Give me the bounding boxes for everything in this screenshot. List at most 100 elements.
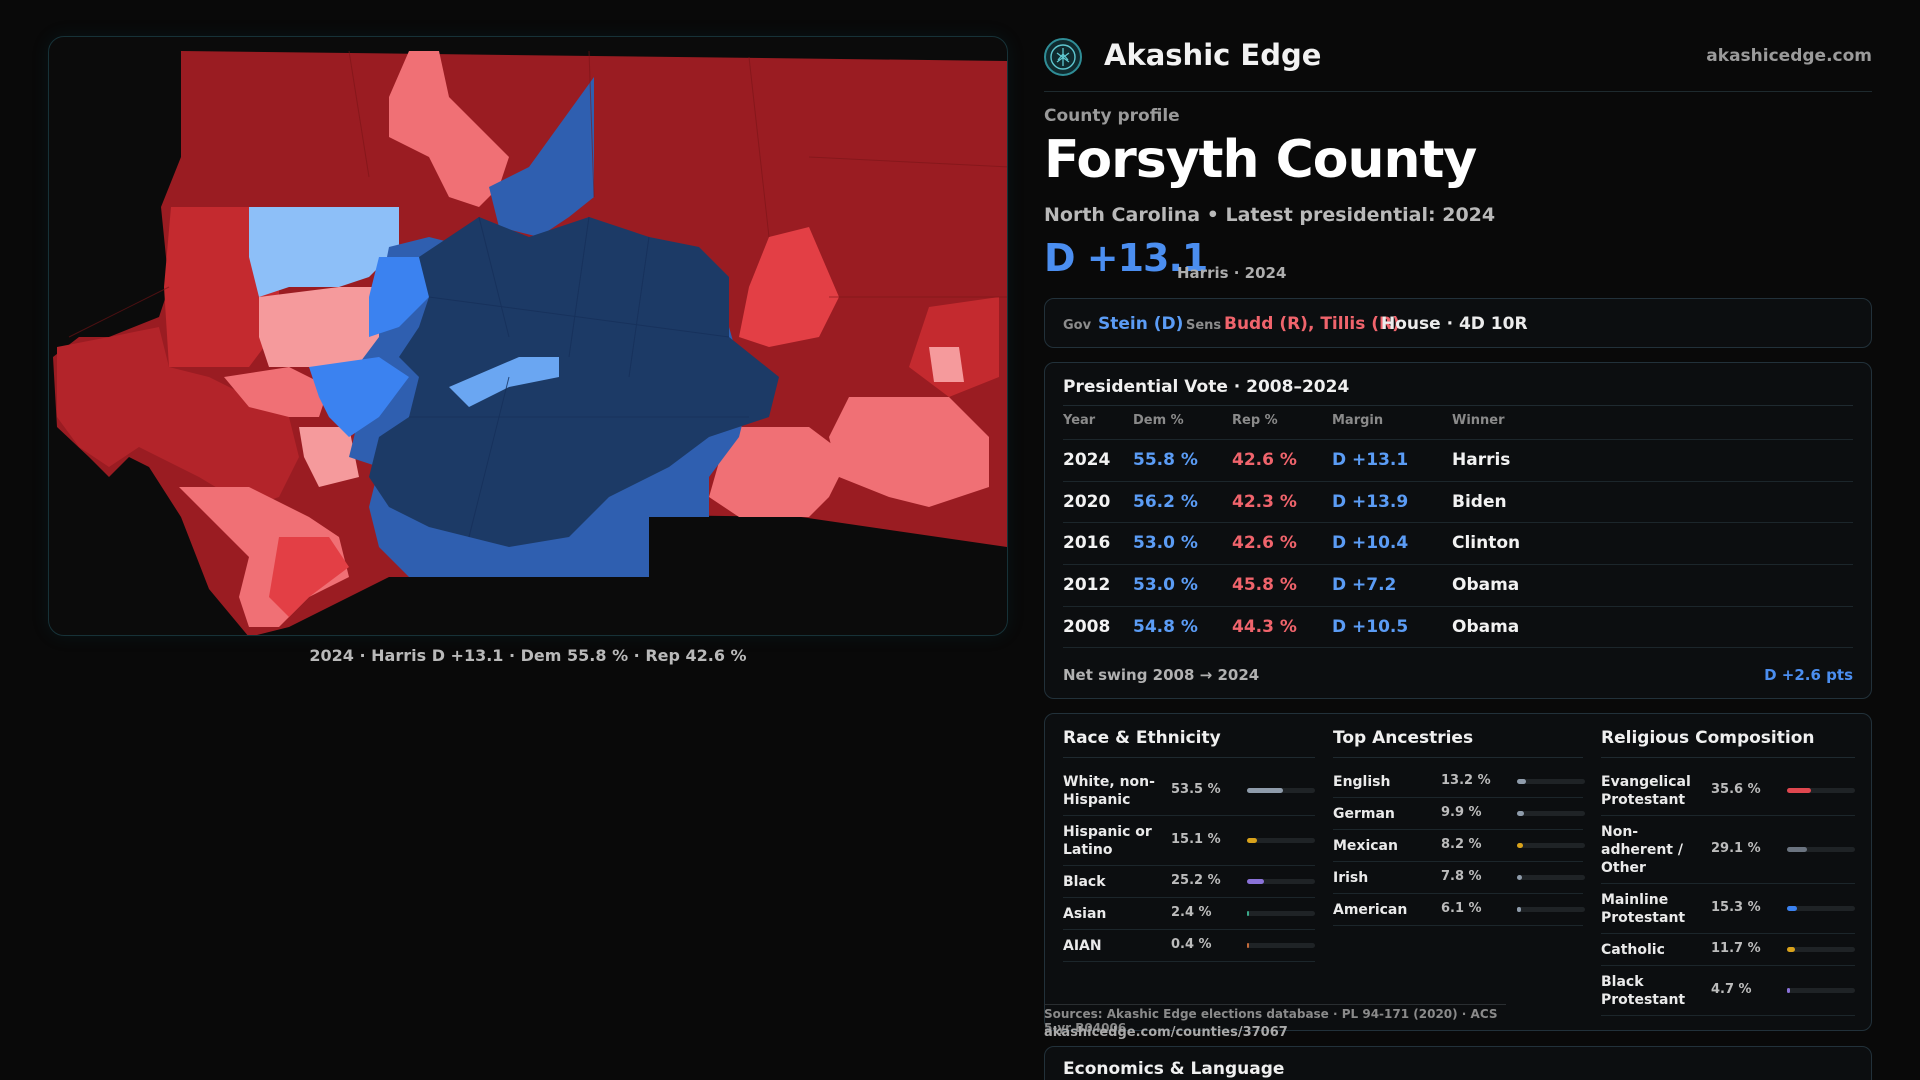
item-percent: 7.8 % xyxy=(1441,869,1482,884)
item-label: American xyxy=(1333,902,1408,918)
item-label: Catholic xyxy=(1601,942,1665,958)
item-percent: 0.4 % xyxy=(1171,937,1212,952)
economics-card: Economics & Language xyxy=(1044,1046,1872,1080)
table-row[interactable]: 2020 56.2 % 42.3 % D +13.9 Biden xyxy=(1063,481,1853,523)
row-margin: D +10.4 xyxy=(1332,533,1409,553)
row-year: 2008 xyxy=(1063,617,1111,637)
col-header-year: Year xyxy=(1063,413,1096,428)
map-region-pale-red[interactable] xyxy=(259,287,389,367)
profile-kicker: County profile xyxy=(1044,106,1180,126)
map-region-sw-pale[interactable] xyxy=(299,427,359,487)
list-item[interactable]: Evangelical Protestant 35.6 % xyxy=(1601,766,1855,816)
row-margin: D +7.2 xyxy=(1332,575,1397,595)
item-label: German xyxy=(1333,806,1395,822)
table-row[interactable]: 2012 53.0 % 45.8 % D +7.2 Obama xyxy=(1063,564,1853,606)
map-region-se-pale[interactable] xyxy=(929,347,964,382)
item-bar-track xyxy=(1517,811,1585,816)
item-bar-fill xyxy=(1787,847,1807,852)
map-region-west[interactable] xyxy=(57,327,299,507)
tree-of-life-icon[interactable] xyxy=(1044,38,1082,76)
item-bar-fill xyxy=(1787,906,1798,911)
sens-label: Sens xyxy=(1186,318,1222,333)
item-percent: 9.9 % xyxy=(1441,805,1482,820)
table-row[interactable]: 2008 54.8 % 44.3 % D +10.5 Obama xyxy=(1063,606,1853,648)
item-bar-fill xyxy=(1517,907,1522,912)
page-title: Forsyth County xyxy=(1044,130,1477,190)
sources-note: Sources: Akashic Edge elections database… xyxy=(1044,1004,1506,1035)
list-item[interactable]: Mexican 8.2 % xyxy=(1333,830,1585,862)
map-region-bright-blue[interactable] xyxy=(369,257,429,337)
map-region-sw-light[interactable] xyxy=(224,367,329,417)
item-bar-track xyxy=(1247,838,1315,843)
item-label: Irish xyxy=(1333,870,1369,886)
item-label: Non-adherent / Other xyxy=(1601,824,1683,876)
row-margin: D +13.1 xyxy=(1332,450,1409,470)
map-region-east-light[interactable] xyxy=(829,397,989,507)
item-percent: 53.5 % xyxy=(1171,782,1221,797)
item-bar-track xyxy=(1517,779,1585,784)
list-item[interactable]: AIAN 0.4 % xyxy=(1063,930,1315,962)
map-region-east-mid[interactable] xyxy=(739,227,839,347)
row-margin: D +10.5 xyxy=(1332,617,1409,637)
list-item[interactable]: German 9.9 % xyxy=(1333,798,1585,830)
item-label: Hispanic or Latino xyxy=(1063,824,1152,858)
map-region-north-light-red[interactable] xyxy=(389,51,509,207)
list-item[interactable]: Asian 2.4 % xyxy=(1063,898,1315,930)
item-bar-fill xyxy=(1247,943,1249,948)
brand-name[interactable]: Akashic Edge xyxy=(1104,38,1322,72)
divider xyxy=(1063,757,1315,758)
list-item[interactable]: Irish 7.8 % xyxy=(1333,862,1585,894)
map-region-navy-core[interactable] xyxy=(369,217,779,547)
list-item[interactable]: Non-adherent / Other 29.1 % xyxy=(1601,816,1855,884)
item-label: Evangelical Protestant xyxy=(1601,774,1691,808)
officeholders-bar: Gov Stein (D) Sens Budd (R), Tillis (R) … xyxy=(1044,298,1872,348)
row-rep: 42.6 % xyxy=(1232,450,1297,470)
county-map[interactable] xyxy=(48,36,1008,636)
table-row[interactable]: 2024 55.8 % 42.6 % D +13.1 Harris xyxy=(1063,439,1853,481)
col-header-rep: Rep % xyxy=(1232,413,1278,428)
list-item[interactable]: American 6.1 % xyxy=(1333,894,1585,926)
item-percent: 15.3 % xyxy=(1711,900,1761,915)
item-percent: 4.7 % xyxy=(1711,982,1752,997)
item-label: Mainline Protestant xyxy=(1601,892,1686,926)
row-winner: Biden xyxy=(1452,492,1507,512)
list-item[interactable]: Catholic 11.7 % xyxy=(1601,934,1855,966)
county-profile-panel: Akashic Edge akashicedge.com County prof… xyxy=(1044,0,1872,1080)
item-percent: 35.6 % xyxy=(1711,782,1761,797)
map-region-south-mid[interactable] xyxy=(269,537,349,617)
brand-header: Akashic Edge akashicedge.com xyxy=(1044,36,1872,92)
list-item[interactable]: Mainline Protestant 15.3 % xyxy=(1601,884,1855,934)
presidential-title: Presidential Vote · 2008–2024 xyxy=(1063,377,1350,397)
list-item[interactable]: Black 25.2 % xyxy=(1063,866,1315,898)
map-boundaries xyxy=(68,50,1007,338)
row-dem: 56.2 % xyxy=(1133,492,1198,512)
item-percent: 2.4 % xyxy=(1171,905,1212,920)
item-bar-fill xyxy=(1247,911,1249,916)
gov-label: Gov xyxy=(1063,318,1092,333)
item-bar-fill xyxy=(1247,838,1258,843)
net-swing-value: D +2.6 pts xyxy=(1764,666,1853,684)
item-percent: 13.2 % xyxy=(1441,773,1491,788)
row-year: 2012 xyxy=(1063,575,1111,595)
list-item[interactable]: Black Protestant 4.7 % xyxy=(1601,966,1855,1016)
brand-url[interactable]: akashicedge.com xyxy=(1706,46,1872,66)
row-dem: 53.0 % xyxy=(1133,533,1198,553)
map-region-bright-blue-2[interactable] xyxy=(309,357,409,437)
map-region-lightblue-strip[interactable] xyxy=(449,357,559,407)
map-region-light-blue[interactable] xyxy=(249,207,399,297)
list-item[interactable]: White, non-Hispanic 53.5 % xyxy=(1063,766,1315,816)
item-label: Asian xyxy=(1063,906,1107,922)
economics-title: Economics & Language xyxy=(1063,1059,1285,1079)
demographics-card: Race & Ethnicity Top Ancestries Religiou… xyxy=(1044,713,1872,1031)
table-row[interactable]: 2016 53.0 % 42.6 % D +10.4 Clinton xyxy=(1063,522,1853,564)
row-rep: 42.3 % xyxy=(1232,492,1297,512)
item-label: Black Protestant xyxy=(1601,974,1686,1008)
source-url-link[interactable]: akashicedge.com/counties/37067 xyxy=(1044,1025,1288,1040)
map-region-north-blue[interactable] xyxy=(489,77,594,237)
list-item[interactable]: English 13.2 % xyxy=(1333,766,1585,798)
presidential-vote-card: Presidential Vote · 2008–2024 Year Dem %… xyxy=(1044,362,1872,699)
precinct-map-svg[interactable] xyxy=(49,37,1008,636)
divider xyxy=(1063,405,1853,406)
list-item[interactable]: Hispanic or Latino 15.1 % xyxy=(1063,816,1315,866)
map-region-se-light[interactable] xyxy=(709,427,849,517)
